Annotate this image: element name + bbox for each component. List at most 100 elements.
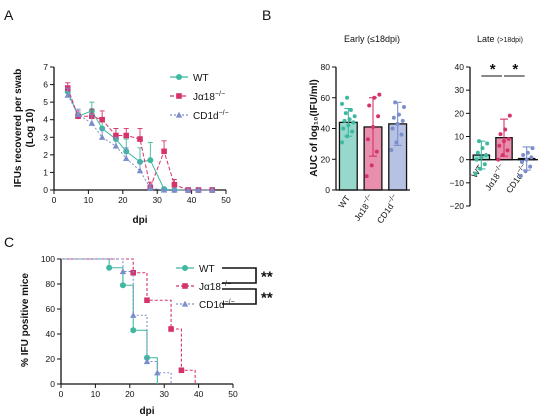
panel-a-legend-label-0-main: WT (193, 73, 209, 84)
panel-c-legend-label-2-sup: −/− (225, 299, 235, 306)
panel-c-y-tick-label-0: 0 (50, 379, 55, 389)
panel-a-y-tick-label-5: 5 (43, 97, 48, 107)
panel-a-series-2-point-8 (160, 186, 168, 193)
panel-b-early-point-1-1 (369, 163, 374, 168)
panel-b-late-y-tick-label-2: 0 (459, 155, 464, 165)
panel-b-early-category-label-0: WT (336, 193, 352, 210)
panel-a-series-0-point-7 (147, 157, 154, 164)
panel-a-series-2-point-3 (98, 133, 106, 140)
panel-b-early-point-1-8 (377, 92, 382, 97)
panel-a-y-tick-label-0: 0 (43, 185, 48, 195)
panel-c-series-2-point-3 (143, 358, 151, 365)
panel-b-early-point-1-5 (376, 114, 381, 119)
panel-a-x-tick-label-5: 50 (221, 195, 231, 205)
panel-c-y-axis-label: % IFU positive mice (20, 273, 31, 367)
panel-a-series-1-point-6 (137, 136, 143, 142)
panel-b-early-point-0-6 (342, 118, 347, 123)
panel-b-late-point-0-5 (483, 153, 488, 158)
panel-c-y-tick-label-4: 80 (46, 279, 56, 289)
panel-c-y-tick-label-5: 100 (41, 254, 55, 264)
panel-a-x-tick-label-1: 10 (84, 195, 94, 205)
panel-a-legend-label-2-sup: −/− (219, 110, 229, 117)
panel-b-late-category-label-1-sup: −/− (493, 163, 505, 175)
panel-b-late-point-0-4 (479, 155, 484, 160)
panel-c-series-1-point-4 (178, 367, 185, 374)
panel-b-auc-charts: B Early (≤18dpi) Late (>18dpi) AUC of lo… (262, 7, 538, 225)
panel-c-series-0-point-3 (130, 327, 137, 334)
panel-c-legend-label-1-sup: −/− (221, 281, 231, 288)
panel-c-series-2-point-2 (130, 311, 137, 318)
panel-b-early-category-label-1-sup: −/− (362, 193, 374, 205)
panel-a-x-tick-label-2: 20 (118, 195, 128, 205)
panel-c-x-tick-label-1: 10 (91, 389, 101, 399)
panel-c-label: C (4, 234, 14, 250)
panel-b-late-sig-label-0: * (490, 61, 496, 78)
panel-b-y-axis-label-text: AUC of log₁₀(IFU/ml) (309, 79, 320, 177)
panel-a-legend-label-2: CD1d−/− (193, 110, 229, 122)
panel-c-y-tick-label-1: 20 (46, 354, 56, 364)
panel-b-early-point-1-4 (371, 124, 375, 129)
panel-c-series-2-step-line (61, 258, 172, 384)
panel-a-y-tick-label-2: 2 (43, 150, 48, 160)
panel-c-series-0-point-1 (106, 264, 113, 271)
panel-c-data-marks (61, 258, 196, 384)
panel-b-late-point-2-1 (523, 169, 528, 174)
panel-b-late-point-1-1 (500, 153, 505, 158)
panel-b-early-point-2-4 (395, 121, 400, 126)
panel-b-late-data-marks: * * (472, 61, 536, 178)
panel-b-early-category-label-2: CD1d−/− (374, 193, 401, 225)
panel-b-early-point-2-7 (396, 112, 401, 117)
panel-b-late-point-2-6 (521, 153, 526, 158)
panel-a-series-2-point-12 (209, 186, 216, 193)
panel-b-early-y-tick-label-1: 20 (321, 154, 331, 164)
panel-c-series-1-step-line (61, 258, 196, 384)
panel-b-early-data-marks (338, 92, 408, 191)
panel-c-x-tick-label-5: 50 (228, 389, 238, 399)
panel-a-series-1-point-5 (123, 132, 130, 139)
panel-c-series-2-point-1 (119, 268, 127, 275)
panel-a-y-tick-label-3: 3 (43, 132, 48, 142)
panel-a-data-marks (64, 82, 216, 193)
panel-b-early-point-0-4 (346, 123, 351, 128)
panel-b-late-point-0-3 (474, 157, 479, 162)
panel-b-late-title-main: Late (477, 34, 495, 44)
panel-b-late-category-label-0-main: WT (469, 163, 485, 180)
panel-b-late-point-1-2 (505, 148, 510, 153)
panel-b-late-title: Late (>18dpi) (477, 34, 523, 44)
panel-a-legend-label-1-main: Jα18 (193, 92, 215, 103)
panel-c-series-2-point-4 (154, 369, 161, 376)
panel-a-series-2-point-7 (147, 184, 154, 191)
panel-a-series-1-point-9 (171, 181, 178, 188)
panel-b-late-point-2-2 (528, 164, 533, 169)
panel-c-y-tick-label-3: 60 (46, 304, 56, 314)
panel-c-legend-marker-0 (182, 265, 188, 271)
panel-a-series-1-point-8 (161, 148, 167, 155)
panel-a-y-axis-label-line1: IFUs recovered per swab (13, 69, 24, 187)
panel-b-late-y-tick-label-0: −20 (450, 201, 465, 211)
panel-b-early-point-2-2 (399, 132, 404, 137)
panel-a-x-tick-label-4: 40 (187, 195, 197, 205)
panel-c-legend-label-0: WT (199, 264, 215, 275)
panel-c-x-tick-label-3: 30 (159, 389, 169, 399)
panel-b-early-y-tick-label-0: 0 (325, 185, 330, 195)
panel-a-series-2-point-1 (74, 111, 82, 118)
panel-a-y-axis-label-line2: (Log 10) (25, 109, 36, 148)
panel-a-series-2-point-2 (88, 119, 96, 126)
panel-b-late-point-1-4 (502, 139, 506, 144)
panel-b-early-point-0-2 (350, 129, 355, 134)
panel-c-sig-label-0: ** (261, 269, 273, 286)
panel-a-series-1-point-3 (99, 116, 105, 123)
panel-a-series-2-point-10 (184, 186, 192, 193)
panel-b-early-point-1-3 (365, 137, 370, 142)
panel-b-early-point-2-5 (400, 118, 405, 123)
panel-c-legend-label-2-main: CD1d (199, 300, 225, 311)
panel-a-series-2-point-9 (171, 186, 178, 193)
panel-a-y-tick-label-4: 4 (43, 115, 48, 125)
panel-a-legend-label-1-sup: −/− (215, 91, 225, 98)
panel-b-early-point-0-5 (351, 120, 356, 125)
panel-b-early-point-2-9 (393, 100, 398, 105)
